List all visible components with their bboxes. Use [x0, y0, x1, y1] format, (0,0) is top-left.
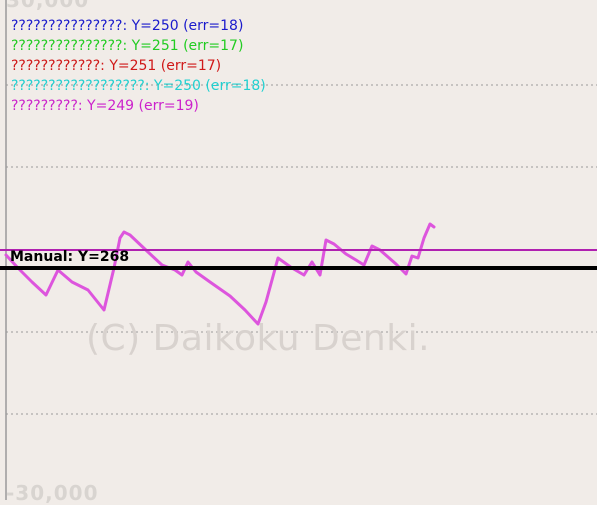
legend: ???????????????: Y=250 (err=18) ????????… — [11, 16, 266, 116]
y-axis-min-label: -30,000 — [6, 481, 99, 505]
legend-item-1: ???????????????: Y=250 (err=18) — [11, 18, 244, 34]
copyright-watermark: (C) Daikoku Denki. — [86, 318, 431, 359]
data-curve — [4, 222, 436, 326]
gridlines — [6, 84, 597, 415]
legend-item-3: ????????????: Y=251 (err=17) — [11, 58, 222, 74]
legend-item-2: ???????????????: Y=251 (err=17) — [11, 38, 244, 54]
manual-y-label: Manual: Y=268 — [10, 249, 130, 265]
legend-item-5: ?????????: Y=249 (err=19) — [11, 98, 199, 114]
y-axis-max-label: 30,000 — [6, 0, 90, 12]
legend-item-4: ??????????????????: Y=250 (err=18) — [11, 78, 266, 94]
